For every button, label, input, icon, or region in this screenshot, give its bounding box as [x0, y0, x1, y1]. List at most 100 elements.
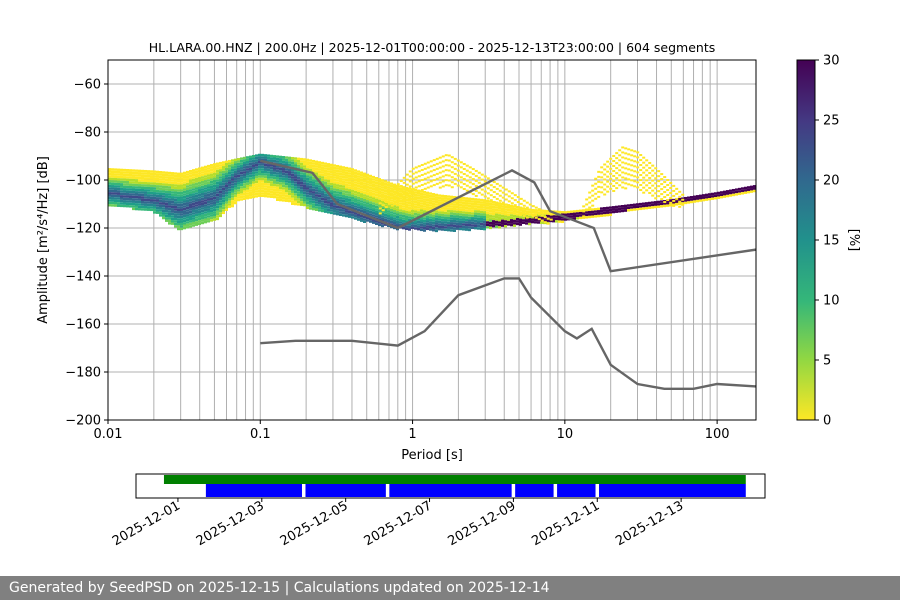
density-cell: [291, 200, 294, 203]
density-cell: [168, 195, 171, 199]
density-cell: [240, 171, 243, 175]
density-cell: [273, 183, 276, 187]
density-cell: [396, 199, 399, 202]
density-cell: [225, 189, 228, 192]
density-cell: [261, 156, 264, 159]
density-cell: [651, 194, 655, 197]
density-cell: [210, 164, 213, 167]
density-cell: [393, 183, 396, 186]
density-cell: [384, 199, 387, 202]
density-cell: [723, 195, 726, 198]
density-cell: [243, 164, 246, 167]
chart-title: HL.LARA.00.HNZ | 200.0Hz | 2025-12-01T00…: [149, 40, 716, 55]
density-cell: [414, 200, 417, 204]
density-cell: [279, 167, 282, 171]
density-cell: [417, 191, 420, 195]
density-cell: [198, 220, 201, 223]
density-cell: [135, 183, 138, 187]
density-cell: [501, 207, 504, 211]
density-cell: [642, 202, 645, 205]
density-cell: [360, 207, 363, 210]
density-cell: [123, 173, 126, 177]
density-cell: [357, 182, 360, 185]
density-cell: [162, 192, 165, 196]
density-cell: [258, 189, 261, 193]
density-cell: [240, 169, 243, 172]
density-cell: [414, 203, 417, 206]
density-cell: [282, 182, 285, 185]
density-cell: [219, 200, 222, 203]
density-cell: [171, 215, 174, 218]
density-cell: [174, 196, 177, 199]
density-cell: [474, 224, 477, 227]
timeline-date-ticks: 2025-12-01 2025-12-03 2025-12-05 2025-12-07…: [110, 498, 686, 549]
density-cell: [423, 229, 426, 232]
density-cell: [174, 191, 177, 194]
density-cell: [528, 213, 532, 216]
density-cell: [225, 203, 228, 207]
density-cell: [189, 174, 192, 178]
new-low-noise-model-line: [260, 277, 756, 390]
density-cell: [660, 173, 664, 176]
density-cell: [228, 186, 231, 189]
density-cell: [336, 210, 339, 213]
density-cell: [390, 182, 393, 185]
density-cell: [138, 181, 141, 185]
density-cell: [171, 191, 174, 194]
density-cell: [111, 194, 114, 198]
density-cell: [393, 202, 396, 206]
density-cell: [702, 194, 705, 197]
density-cell: [189, 225, 192, 228]
density-cell: [123, 168, 126, 172]
density-cell: [321, 193, 324, 196]
density-cell: [309, 200, 312, 203]
density-cell: [537, 221, 540, 224]
density-cell: [285, 189, 288, 193]
x-axis-ticks: 0.01 0.1 1 10 100: [94, 420, 730, 442]
density-cell: [210, 185, 213, 189]
density-cell: [582, 211, 585, 215]
density-cell: [204, 218, 207, 221]
density-cell: [318, 194, 321, 198]
x-tick-label: 100: [705, 427, 730, 442]
density-cell: [396, 211, 399, 214]
density-cell: [255, 178, 258, 181]
density-cell: [648, 204, 651, 207]
density-cell: [639, 189, 643, 192]
density-cell: [627, 163, 631, 166]
density-cell: [708, 193, 711, 196]
density-cell: [492, 196, 496, 199]
density-cell: [444, 179, 448, 182]
density-cell: [507, 190, 511, 193]
density-cell: [144, 174, 147, 178]
density-cell: [348, 201, 351, 204]
density-cell: [636, 181, 640, 184]
density-cell: [276, 165, 279, 168]
density-cell: [489, 199, 493, 202]
density-cell: [624, 167, 628, 170]
density-cell: [201, 176, 204, 179]
density-cell: [447, 228, 450, 232]
density-cell: [453, 203, 456, 206]
density-cell: [429, 175, 433, 178]
density-cell: [384, 204, 387, 207]
density-cell: [486, 199, 489, 203]
density-cell: [114, 177, 117, 181]
density-cell: [462, 201, 465, 205]
density-cell: [297, 203, 300, 206]
density-cell: [258, 158, 261, 161]
density-cell: [369, 191, 372, 194]
density-cell: [495, 215, 498, 219]
density-cell: [120, 199, 123, 203]
density-cell: [510, 219, 513, 222]
density-cell: [222, 173, 225, 176]
density-cell: [396, 198, 400, 201]
density-cell: [156, 192, 159, 195]
density-cell: [225, 172, 228, 175]
density-cell: [138, 200, 141, 204]
density-cell: [126, 190, 129, 194]
density-cell: [309, 180, 312, 184]
density-cell: [501, 202, 504, 206]
density-cell: [636, 171, 640, 174]
density-cell: [168, 179, 171, 182]
